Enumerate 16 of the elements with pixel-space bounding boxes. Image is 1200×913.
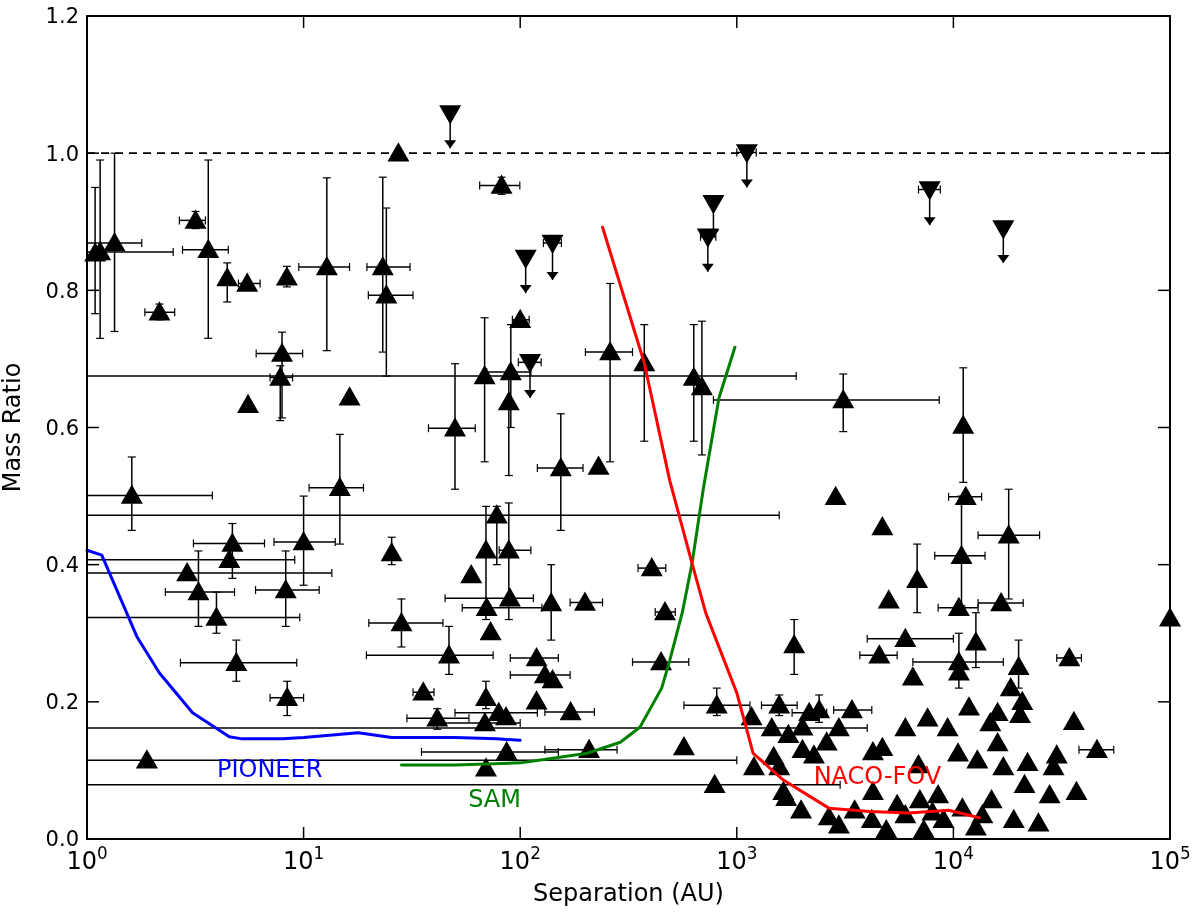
y-tick-label: 0.8 xyxy=(45,278,79,303)
series-label: SAM xyxy=(468,784,521,813)
x-tick-label: 10$^{4}$ xyxy=(932,843,975,875)
y-tick-label: 1.2 xyxy=(45,4,79,29)
y-tick-label: 1.0 xyxy=(45,141,79,166)
x-tick-label: 10$^{3}$ xyxy=(716,843,758,875)
y-axis-title: Mass Ratio xyxy=(0,362,26,493)
y-tick-label: 0.4 xyxy=(45,553,79,578)
series-label: NACO-FOV xyxy=(813,762,942,791)
x-tick-label: 10$^{5}$ xyxy=(1149,843,1191,875)
y-tick-label: 0.6 xyxy=(45,415,79,440)
y-tick-label: 0.2 xyxy=(45,690,79,715)
x-axis-title: Separation (AU) xyxy=(533,879,724,907)
series-label: PIONEER xyxy=(216,754,323,783)
x-tick-label: 10$^{2}$ xyxy=(499,843,541,875)
x-tick-label: 10$^{1}$ xyxy=(282,843,325,875)
